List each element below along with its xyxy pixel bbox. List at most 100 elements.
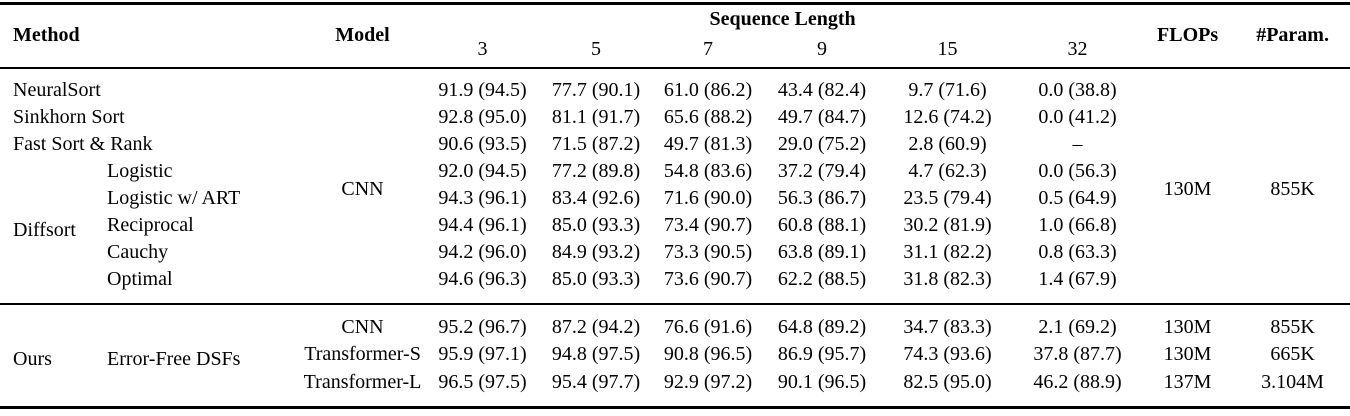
accuracy-cell: 83.4 (92.6)	[551, 186, 641, 209]
accuracy-cell: 71.5 (87.2)	[551, 132, 641, 155]
accuracy-cell: 73.3 (90.5)	[663, 240, 753, 263]
header-seq-len-3: 3	[477, 37, 488, 60]
accuracy-cell: 4.7 (62.3)	[908, 159, 987, 182]
accuracy-cell: 49.7 (84.7)	[777, 105, 867, 128]
table-row: Sinkhorn Sort 92.8 (95.0) 81.1 (91.7) 65…	[0, 104, 1350, 131]
header-method: Method	[13, 24, 80, 47]
accuracy-cell: 92.9 (97.2)	[663, 370, 753, 393]
accuracy-cell: 1.0 (66.8)	[1038, 213, 1117, 236]
accuracy-cell: 9.7 (71.6)	[908, 78, 987, 101]
method-cell: NeuralSort	[13, 78, 101, 101]
table-row: Ours Error-Free DSFs CNN 95.2 (96.7) 87.…	[0, 304, 1350, 371]
accuracy-cell: 92.0 (94.5)	[438, 159, 527, 182]
accuracy-cell: 85.0 (93.3)	[551, 213, 641, 236]
accuracy-cell: 92.8 (95.0)	[438, 105, 527, 128]
accuracy-cell: 95.2 (96.7)	[438, 315, 527, 338]
accuracy-cell: 86.9 (95.7)	[777, 343, 867, 365]
accuracy-cell: 0.0 (38.8)	[1038, 78, 1117, 101]
param-cell: 855K	[1270, 178, 1315, 200]
method-variant-cell: Cauchy	[107, 240, 169, 263]
flops-cell: 130M	[1163, 178, 1212, 200]
flops-cell: 130M	[1163, 315, 1212, 338]
model-cell: Transformer-L	[303, 370, 422, 393]
accuracy-cell: 96.5 (97.5)	[438, 370, 527, 393]
accuracy-cell: 43.4 (82.4)	[777, 78, 867, 101]
ours-section: Ours Error-Free DSFs CNN 95.2 (96.7) 87.…	[0, 304, 1350, 408]
accuracy-cell: 37.2 (79.4)	[777, 159, 867, 182]
baselines-section: NeuralSort CNN 91.9 (94.5) 77.7 (90.1) 6…	[0, 68, 1350, 304]
table-row: Cauchy 94.2 (96.0) 84.9 (93.2) 73.3 (90.…	[0, 239, 1350, 266]
accuracy-cell: 29.0 (75.2)	[777, 132, 867, 155]
accuracy-cell: 85.0 (93.3)	[551, 267, 641, 290]
accuracy-cell: 2.1 (69.2)	[1038, 315, 1117, 338]
header-sequence-length: Sequence Length	[709, 7, 856, 30]
flops-cell: 137M	[1163, 370, 1212, 393]
accuracy-cell: 65.6 (88.2)	[663, 105, 753, 128]
table-row: Fast Sort & Rank 90.6 (93.5) 71.5 (87.2)…	[0, 131, 1350, 158]
model-cell: CNN	[341, 178, 384, 200]
accuracy-cell: 31.1 (82.2)	[903, 240, 992, 263]
accuracy-cell: 0.0 (41.2)	[1038, 105, 1117, 128]
header-param: #Param.	[1256, 24, 1329, 47]
accuracy-cell: 61.0 (86.2)	[663, 78, 753, 101]
param-cell: 3.104M	[1261, 370, 1324, 393]
missing-value-cell: –	[1072, 132, 1083, 155]
table-row: Transformer-S 95.9 (97.1) 94.8 (97.5) 90…	[0, 341, 1350, 369]
accuracy-cell: 81.1 (91.7)	[551, 105, 641, 128]
accuracy-cell: 2.8 (60.9)	[908, 132, 987, 155]
method-variant-cell: Optimal	[107, 267, 173, 290]
accuracy-cell: 62.2 (88.5)	[777, 267, 867, 290]
accuracy-cell: 0.0 (56.3)	[1038, 159, 1117, 182]
table-row: Logistic w/ ART 94.3 (96.1) 83.4 (92.6) …	[0, 185, 1350, 212]
accuracy-cell: 49.7 (81.3)	[663, 132, 753, 155]
method-cell: Sinkhorn Sort	[13, 105, 125, 128]
table-row: NeuralSort CNN 91.9 (94.5) 77.7 (90.1) 6…	[0, 68, 1350, 201]
accuracy-cell: 77.7 (90.1)	[551, 78, 641, 101]
accuracy-cell: 84.9 (93.2)	[551, 240, 641, 263]
accuracy-cell: 31.8 (82.3)	[903, 267, 992, 290]
accuracy-cell: 12.6 (74.2)	[903, 105, 992, 128]
method-variant-cell: Logistic	[107, 159, 173, 182]
accuracy-cell: 37.8 (87.7)	[1033, 343, 1122, 365]
table-row: Optimal 94.6 (96.3) 85.0 (93.3) 73.6 (90…	[0, 266, 1350, 304]
accuracy-cell: 60.8 (88.1)	[777, 213, 867, 236]
accuracy-cell: 90.1 (96.5)	[777, 370, 867, 393]
accuracy-cell: 95.9 (97.1)	[438, 343, 527, 365]
accuracy-cell: 94.4 (96.1)	[438, 213, 527, 236]
table-row: Diffsort Logistic 92.0 (94.5) 77.2 (89.8…	[0, 158, 1350, 241]
header-seq-len-5: 5	[591, 37, 602, 60]
header-seq-len-9: 9	[817, 37, 828, 60]
accuracy-cell: 76.6 (91.6)	[663, 315, 753, 338]
accuracy-cell: 74.3 (93.6)	[903, 343, 992, 365]
param-cell: 665K	[1270, 343, 1315, 365]
method-variant-cell: Reciprocal	[107, 213, 194, 236]
accuracy-cell: 94.6 (96.3)	[438, 267, 527, 290]
accuracy-cell: 82.5 (95.0)	[903, 370, 992, 393]
accuracy-cell: 1.4 (67.9)	[1038, 267, 1117, 290]
accuracy-cell: 94.2 (96.0)	[438, 240, 527, 263]
accuracy-cell: 71.6 (90.0)	[663, 186, 753, 209]
model-cell: Transformer-S	[304, 343, 421, 365]
header-seq-len-7: 7	[703, 37, 714, 60]
accuracy-cell: 30.2 (81.9)	[903, 213, 992, 236]
param-cell: 855K	[1270, 315, 1315, 338]
method-group-cell: Diffsort	[13, 218, 76, 241]
accuracy-cell: 34.7 (83.3)	[903, 315, 992, 338]
table-header: Method Model Sequence Length FLOPs #Para…	[0, 4, 1350, 68]
header-seq-len-15: 15	[937, 37, 958, 60]
accuracy-cell: 56.3 (86.7)	[777, 186, 867, 209]
results-table: Method Model Sequence Length FLOPs #Para…	[0, 2, 1350, 409]
flops-cell: 130M	[1163, 343, 1212, 365]
table-row: Reciprocal 94.4 (96.1) 85.0 (93.3) 73.4 …	[0, 212, 1350, 239]
header-seq-len-32: 32	[1067, 37, 1088, 60]
accuracy-cell: 90.6 (93.5)	[438, 132, 527, 155]
accuracy-cell: 90.8 (96.5)	[663, 343, 753, 365]
table-row: Transformer-L 96.5 (97.5) 95.4 (97.7) 92…	[0, 369, 1350, 408]
accuracy-cell: 0.8 (63.3)	[1038, 240, 1117, 263]
accuracy-cell: 0.5 (64.9)	[1038, 186, 1117, 209]
accuracy-cell: 64.8 (89.2)	[777, 315, 867, 338]
accuracy-cell: 54.8 (83.6)	[663, 159, 753, 182]
accuracy-cell: 73.4 (90.7)	[663, 213, 753, 236]
method-variant-cell: Error-Free DSFs	[107, 348, 241, 370]
accuracy-cell: 94.3 (96.1)	[438, 186, 527, 209]
